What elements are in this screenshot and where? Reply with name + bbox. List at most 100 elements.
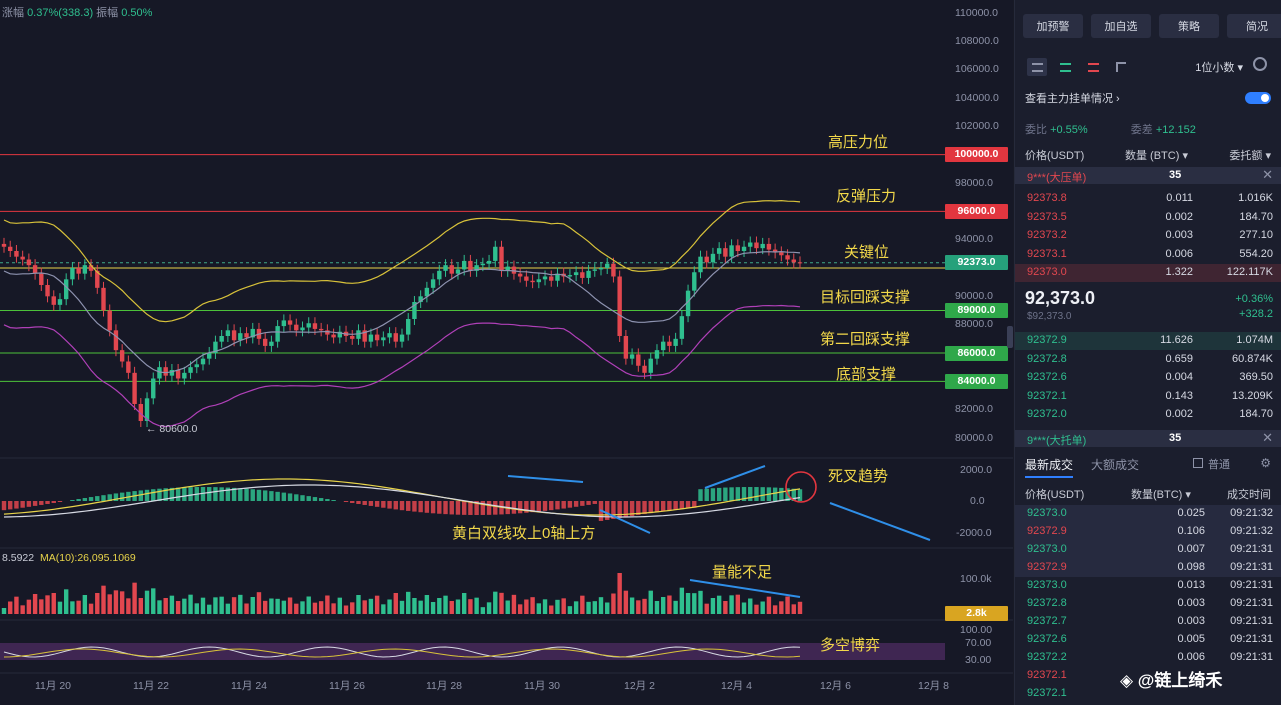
trades-header-amount[interactable]: 数量(BTC) ▾ (1131, 489, 1191, 501)
ask-wall-row[interactable]: 9***(大压单) 35 ✕ (1015, 167, 1281, 184)
candle-body (524, 276, 529, 281)
macd-bar (617, 501, 622, 518)
trade-price: 92372.1 (1027, 687, 1067, 699)
volume-bar (63, 589, 69, 614)
volume-bar (779, 601, 784, 614)
header-total[interactable]: 委托额 ▾ (1229, 150, 1271, 162)
add-alert-button[interactable]: 加预警 (1023, 14, 1083, 38)
candle-body (337, 331, 343, 338)
depth-view-icon[interactable] (1111, 58, 1131, 76)
death-cross-circle (785, 471, 817, 503)
settings-gear-icon[interactable] (1253, 57, 1267, 71)
chart-canvas[interactable] (0, 0, 1013, 705)
macd-bar (393, 501, 398, 510)
ask-amount: 0.006 (1165, 247, 1193, 260)
close-icon[interactable]: ✕ (1262, 430, 1273, 445)
asks-view-icon[interactable] (1083, 58, 1103, 76)
main-orders-row[interactable]: 查看主力挂单情况 › (1025, 90, 1271, 108)
macd-bar (207, 487, 212, 501)
candle-body (704, 256, 709, 263)
bid-wall-row[interactable]: 9***(大托单) 35 ✕ (1015, 430, 1281, 447)
panel-collapse-handle[interactable] (1007, 326, 1013, 348)
tab-large-trades[interactable]: 大额成交 (1091, 458, 1140, 472)
annotation-arrow (689, 579, 801, 598)
bid-row[interactable]: 92372.1 0.143 13.209K (1015, 388, 1281, 406)
candle-body (437, 270, 442, 280)
macd-bar (468, 501, 473, 515)
trade-time: 09:21:31 (1230, 651, 1273, 663)
candle-body (275, 326, 280, 342)
bids-view-icon[interactable] (1055, 58, 1075, 76)
volume-bar (499, 592, 504, 614)
candle-body (144, 398, 150, 421)
macd-bar (101, 495, 106, 501)
strategy-button[interactable]: 策略 (1159, 14, 1219, 38)
ask-total: 184.70 (1239, 210, 1273, 223)
macd-bar (1, 501, 7, 511)
rsi-axis-label: 30.00 (965, 654, 992, 666)
candle-body (629, 354, 635, 359)
volume-bar (337, 597, 343, 614)
ratio-label: 委比 (1025, 124, 1047, 136)
bid-row[interactable]: 92372.6 0.004 369.50 (1015, 369, 1281, 387)
ask-price: 92373.8 (1027, 192, 1067, 204)
axis-label: 80000.0 (955, 432, 993, 444)
macd-bar (82, 498, 88, 501)
macd-bar (76, 499, 81, 501)
close-icon[interactable]: ✕ (1262, 167, 1273, 182)
tab-latest-trades[interactable]: 最新成交 (1025, 456, 1074, 478)
ask-row[interactable]: 92373.0 1.322 122.117K (1015, 264, 1281, 282)
mid-change-abs: +328.2 (1239, 308, 1273, 320)
normal-checkbox[interactable] (1193, 458, 1203, 468)
candle-body (748, 242, 753, 247)
volume-bar (1, 608, 7, 614)
trade-row: 92373.0 0.007 09:21:31 (1015, 541, 1281, 559)
bid-row[interactable]: 92372.9 11.626 1.074M (1015, 332, 1281, 350)
volume-bar (144, 590, 150, 614)
macd-bar (611, 501, 616, 519)
change-label: 涨幅 (2, 7, 24, 19)
candle-body (387, 333, 392, 338)
candle-body (151, 378, 156, 399)
header-amount[interactable]: 数量 (BTC) ▾ (1125, 150, 1188, 162)
candle-body (244, 333, 249, 338)
volume-bar (586, 601, 591, 614)
bid-row[interactable]: 92372.8 0.659 60.874K (1015, 351, 1281, 369)
volume-bar (82, 595, 88, 614)
ask-row[interactable]: 92373.8 0.011 1.016K (1015, 190, 1281, 208)
ask-row[interactable]: 92373.5 0.002 184.70 (1015, 209, 1281, 227)
macd-bar (200, 487, 206, 501)
main-orders-toggle[interactable] (1245, 92, 1271, 104)
main-orders-label[interactable]: 查看主力挂单情况 › (1025, 93, 1120, 105)
both-sides-view-icon[interactable] (1027, 58, 1047, 76)
macd-bar (536, 501, 542, 512)
macd-bar (350, 501, 355, 504)
settings-gear-icon[interactable]: ⚙ (1260, 456, 1271, 470)
ask-price: 92373.0 (1027, 266, 1067, 278)
candle-body (673, 338, 678, 346)
trade-time: 09:21:31 (1230, 615, 1273, 627)
candle-body (480, 263, 486, 266)
candle-body (393, 333, 398, 342)
macd-bar (461, 501, 467, 515)
candle-body (113, 330, 119, 351)
add-watchlist-button[interactable]: 加自选 (1091, 14, 1151, 38)
decimal-select[interactable]: 1位小数 ▾ (1195, 62, 1243, 74)
ask-row[interactable]: 92373.2 0.003 277.10 (1015, 227, 1281, 245)
ask-row[interactable]: 92373.1 0.006 554.20 (1015, 246, 1281, 264)
trade-time: 09:21:31 (1230, 633, 1273, 645)
macd-bar (580, 501, 585, 506)
trade-price: 92372.1 (1027, 669, 1067, 681)
volume-bar (716, 595, 722, 614)
bid-row[interactable]: 92372.0 0.002 184.70 (1015, 406, 1281, 424)
candle-body (14, 251, 19, 257)
volume-bar (791, 604, 796, 614)
volume-bar (399, 600, 405, 614)
trade-row: 92372.7 0.003 09:21:31 (1015, 613, 1281, 631)
candlestick-chart[interactable]: 涨幅 0.37%(338.3) 振幅 0.50% 110000.0 108000… (0, 0, 1013, 705)
volume-bar (536, 603, 542, 614)
bid-amount: 11.626 (1160, 334, 1193, 346)
overview-button[interactable]: 简况 (1227, 14, 1281, 38)
volume-bar (517, 604, 523, 614)
trade-amount: 0.005 (1177, 633, 1205, 645)
